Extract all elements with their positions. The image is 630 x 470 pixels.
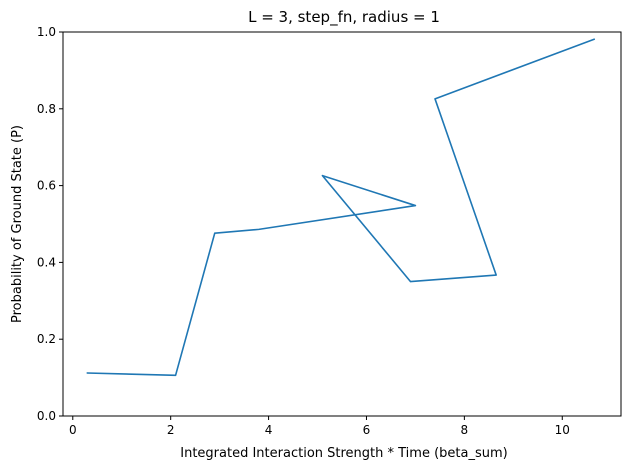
y-tick-label: 1.0 bbox=[37, 25, 56, 39]
x-tick-label: 2 bbox=[167, 423, 175, 437]
y-tick-label: 0.2 bbox=[37, 332, 56, 346]
plot-area bbox=[86, 38, 596, 377]
x-axis: 0 2 4 6 8 10 bbox=[69, 416, 570, 437]
x-tick-label: 4 bbox=[265, 423, 273, 437]
plot-frame bbox=[62, 31, 622, 417]
x-axis-label: Integrated Interaction Strength * Time (… bbox=[180, 446, 507, 461]
x-tick-label: 10 bbox=[555, 423, 570, 437]
x-tick-label: 8 bbox=[461, 423, 469, 437]
y-axis: 0.0 0.2 0.4 0.6 0.8 1.0 bbox=[37, 25, 63, 423]
chart-title: L = 3, step_fn, radius = 1 bbox=[248, 8, 440, 27]
y-tick-label: 0.8 bbox=[37, 102, 56, 116]
y-axis-label: Probability of Ground State (P) bbox=[10, 125, 25, 323]
y-tick-label: 0.4 bbox=[37, 255, 56, 269]
series-line bbox=[86, 38, 596, 377]
x-tick-label: 6 bbox=[363, 423, 371, 437]
y-tick-label: 0.0 bbox=[37, 409, 56, 423]
y-tick-label: 0.6 bbox=[37, 179, 56, 193]
x-tick-label: 0 bbox=[69, 423, 77, 437]
